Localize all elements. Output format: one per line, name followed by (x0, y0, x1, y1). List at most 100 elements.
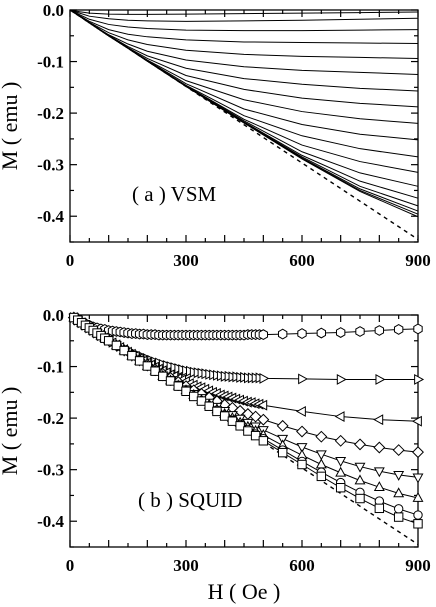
panel-a-x-tick-label: 300 (173, 251, 199, 270)
data-point-square (127, 351, 137, 361)
panel-b-y-tick-labels: 0.0 -0.1 -0.2 -0.3 -0.4 (37, 306, 64, 531)
series-1 (69, 312, 423, 341)
data-point-square (277, 447, 288, 458)
data-point-square (258, 436, 269, 446)
data-point-triangle-up (412, 491, 424, 502)
panel-a-x-tick-labels: 0 300 600 900 (66, 251, 431, 270)
series-15 (69, 9, 419, 207)
data-point-triangle-up (393, 487, 405, 498)
data-point-triangle-down (296, 443, 308, 454)
data-point-square (219, 411, 230, 421)
panel-a-y-axis-label: M ( emu ) (0, 82, 22, 171)
series-line (69, 9, 419, 215)
data-point-square (374, 503, 385, 514)
data-point-triangle-left (411, 415, 422, 427)
data-point-circle (393, 504, 404, 514)
data-point-square (243, 426, 253, 436)
data-point-triangle-up (335, 466, 347, 477)
panel-b-x-tick-label: 300 (173, 556, 199, 575)
series-line (69, 9, 419, 15)
series-17 (69, 9, 419, 215)
series-line (73, 317, 419, 499)
data-point-hexagon (335, 327, 346, 338)
panel-b-y-tick-label: -0.4 (37, 512, 64, 531)
data-point-triangle-up (354, 474, 366, 485)
series-line (69, 9, 419, 22)
data-point-square (393, 512, 404, 522)
panel-a-y-tick-label: -0.2 (37, 104, 64, 123)
data-point-diamond (334, 434, 347, 447)
data-point-circle (413, 510, 423, 520)
series-5 (69, 9, 419, 59)
data-point-triangle-down (393, 470, 405, 481)
panel-a-y-tick-label: -0.3 (37, 156, 64, 175)
panel-b-x-tick-label: 600 (289, 556, 315, 575)
series-8 (69, 312, 423, 529)
panel-b-y-tick-label: -0.2 (37, 409, 64, 428)
series-7 (69, 9, 419, 92)
data-point-square (181, 386, 191, 397)
series-3 (69, 9, 419, 32)
series-4 (69, 9, 419, 45)
series-line (69, 9, 419, 218)
series-18 (69, 9, 419, 218)
series-1 (69, 9, 419, 15)
data-point-triangle-right (298, 373, 309, 385)
data-point-square (150, 366, 160, 376)
data-point-square (134, 356, 145, 366)
data-point-triangle-down (373, 467, 385, 478)
data-point-hexagon (374, 325, 385, 336)
data-point-square (173, 381, 183, 391)
panel-a-x-tick-label: 0 (66, 251, 75, 270)
data-point-triangle-left (334, 411, 345, 423)
series-line (69, 9, 419, 187)
data-point-triangle-down (315, 450, 327, 461)
data-point-hexagon (277, 328, 288, 340)
panel-a-y-tick-label: -0.1 (37, 53, 64, 72)
data-point-square (355, 493, 365, 504)
data-point-triangle-left (257, 399, 268, 411)
panel-b-y-tick-label: 0.0 (43, 306, 64, 325)
data-point-hexagon (393, 324, 404, 335)
data-point-square (335, 483, 346, 493)
series-line (69, 9, 419, 92)
data-point-square (235, 421, 245, 431)
panel-a-label: ( a ) VSM (132, 182, 217, 206)
data-point-triangle-up (315, 458, 327, 469)
data-point-hexagon (297, 328, 307, 339)
data-point-square (212, 406, 222, 417)
series-line (69, 9, 419, 32)
data-point-square (204, 401, 214, 411)
series-8 (69, 9, 419, 108)
series-2 (69, 9, 419, 22)
data-point-diamond (392, 444, 405, 457)
panel-b-x-axis-label: H ( Oe ) (208, 579, 281, 604)
data-point-triangle-right (414, 373, 425, 385)
panel-b-squid: 0 300 600 900 0.0 -0.1 -0.2 -0.3 -0.4 M … (0, 306, 431, 604)
panel-a-y-tick-label: 0.0 (43, 1, 64, 20)
series-6 (68, 311, 424, 502)
panel-b-x-tick-label: 0 (66, 556, 75, 575)
data-point-square (297, 459, 307, 470)
panel-a-vsm: 0 300 600 900 0.0 -0.1 -0.2 -0.3 -0.4 M … (0, 1, 431, 270)
data-point-square (103, 336, 114, 346)
reference-line-dashed (69, 9, 419, 241)
data-point-triangle-left (295, 405, 306, 417)
panel-a-x-tick-label: 900 (405, 251, 431, 270)
series-line (69, 9, 419, 212)
data-point-square (227, 416, 238, 426)
data-point-square (250, 430, 261, 441)
data-point-hexagon (413, 323, 423, 335)
series-line (69, 9, 419, 45)
data-point-square (413, 519, 423, 529)
data-point-square (189, 391, 199, 402)
data-point-square (119, 345, 129, 356)
data-point-diamond (354, 438, 366, 451)
data-point-square (316, 471, 327, 482)
data-point-hexagon (355, 326, 365, 337)
data-point-square (111, 340, 122, 351)
series-line (69, 9, 419, 173)
data-point-diamond (296, 425, 308, 438)
data-point-hexagon (258, 329, 269, 340)
